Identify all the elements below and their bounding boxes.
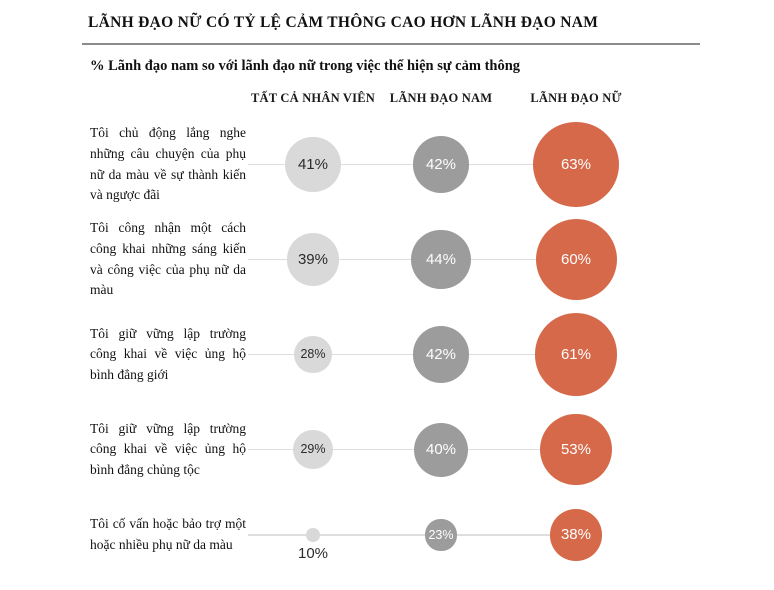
connector-line	[248, 448, 576, 450]
bubble-cell: 41% 42% 63%	[246, 117, 666, 212]
chart-row: Tôi giữ vững lập trường công khai về việ…	[88, 402, 688, 497]
chart-row: Tôi chủ động lắng nghe những câu chuyện …	[88, 117, 688, 212]
bubble-male-leaders: 40%	[414, 422, 468, 477]
row-label: Tôi chủ động lắng nghe những câu chuyện …	[90, 125, 246, 203]
bubble-female-leaders: 63%	[533, 121, 619, 208]
bubble-female-leaders: 53%	[540, 413, 612, 486]
chart-row: Tôi giữ vững lập trường công khai về việ…	[88, 307, 688, 402]
connector-line	[248, 534, 576, 536]
bubble-female-leaders: 38%	[550, 509, 602, 561]
column-header-all-employees: TẤT CẢ NHÂN VIÊN	[251, 91, 375, 105]
chart-row: Tôi cố vấn hoặc bảo trợ một hoặc nhiều p…	[88, 497, 688, 573]
row-label: Tôi giữ vững lập trường công khai về việ…	[90, 325, 246, 382]
column-header-male-leaders: LÃNH ĐẠO NAM	[389, 91, 493, 105]
bubble-male-leaders: 44%	[411, 229, 471, 290]
bubble-all-employees: 41%	[285, 136, 341, 193]
bubble-chart: TẤT CẢ NHÂN VIÊN LÃNH ĐẠO NAM LÃNH ĐẠO N…	[88, 91, 688, 573]
page-title: LÃNH ĐẠO NỮ CÓ TỶ LỆ CẢM THÔNG CAO HƠN L…	[88, 14, 599, 31]
bubble-female-leaders: 61%	[534, 313, 618, 396]
header: LÃNH ĐẠO NỮ CÓ TỶ LỆ CẢM THÔNG CAO HƠN L…	[82, 14, 700, 75]
column-header-female-leaders: LÃNH ĐẠO NỮ	[530, 91, 622, 105]
bubble-all-employees: 29%	[293, 429, 333, 470]
row-label: Tôi cố vấn hoặc bảo trợ một hoặc nhiều p…	[90, 516, 246, 552]
bubble-cell: 28% 42% 61%	[246, 307, 666, 402]
row-label: Tôi giữ vững lập trường công khai về việ…	[90, 420, 246, 477]
connector-line	[248, 353, 576, 355]
bubble-value-label: 10%	[297, 544, 329, 562]
title-divider	[82, 43, 700, 45]
bubble-cell: 39% 44% 60%	[246, 212, 666, 307]
chart-row: Tôi công nhận một cách công khai những s…	[88, 212, 688, 307]
connector-line	[248, 163, 576, 165]
chart-rows: Tôi chủ động lắng nghe những câu chuyện …	[88, 117, 688, 573]
column-headers: TẤT CẢ NHÂN VIÊN LÃNH ĐẠO NAM LÃNH ĐẠO N…	[246, 91, 666, 117]
bubble-male-leaders: 23%	[425, 519, 457, 551]
bubble-all-employees: 28%	[294, 335, 332, 374]
bubble-male-leaders: 42%	[412, 136, 470, 193]
bubble-all-employees: 39%	[286, 233, 340, 286]
bubble-cell: 10% 23% 38%	[246, 497, 666, 573]
bubble-female-leaders: 60%	[535, 219, 617, 300]
bubble-cell: 29% 40% 53%	[246, 402, 666, 497]
bubble-male-leaders: 42%	[412, 326, 470, 383]
page-subtitle: % Lãnh đạo nam so với lãnh đạo nữ trong …	[90, 58, 521, 74]
bubble-all-employees	[306, 528, 320, 542]
row-label: Tôi công nhận một cách công khai những s…	[90, 220, 246, 298]
